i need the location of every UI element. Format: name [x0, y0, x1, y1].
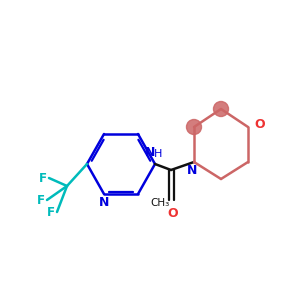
Text: N: N [145, 146, 155, 159]
Text: N: N [187, 164, 197, 177]
Text: F: F [37, 194, 45, 206]
Text: N: N [99, 196, 109, 209]
Text: F: F [39, 172, 47, 184]
Text: O: O [254, 118, 265, 131]
Text: H: H [154, 149, 162, 159]
Text: O: O [168, 207, 178, 220]
Text: F: F [47, 206, 55, 218]
Circle shape [214, 101, 229, 116]
Text: CH₃: CH₃ [150, 198, 169, 208]
Circle shape [187, 119, 202, 134]
